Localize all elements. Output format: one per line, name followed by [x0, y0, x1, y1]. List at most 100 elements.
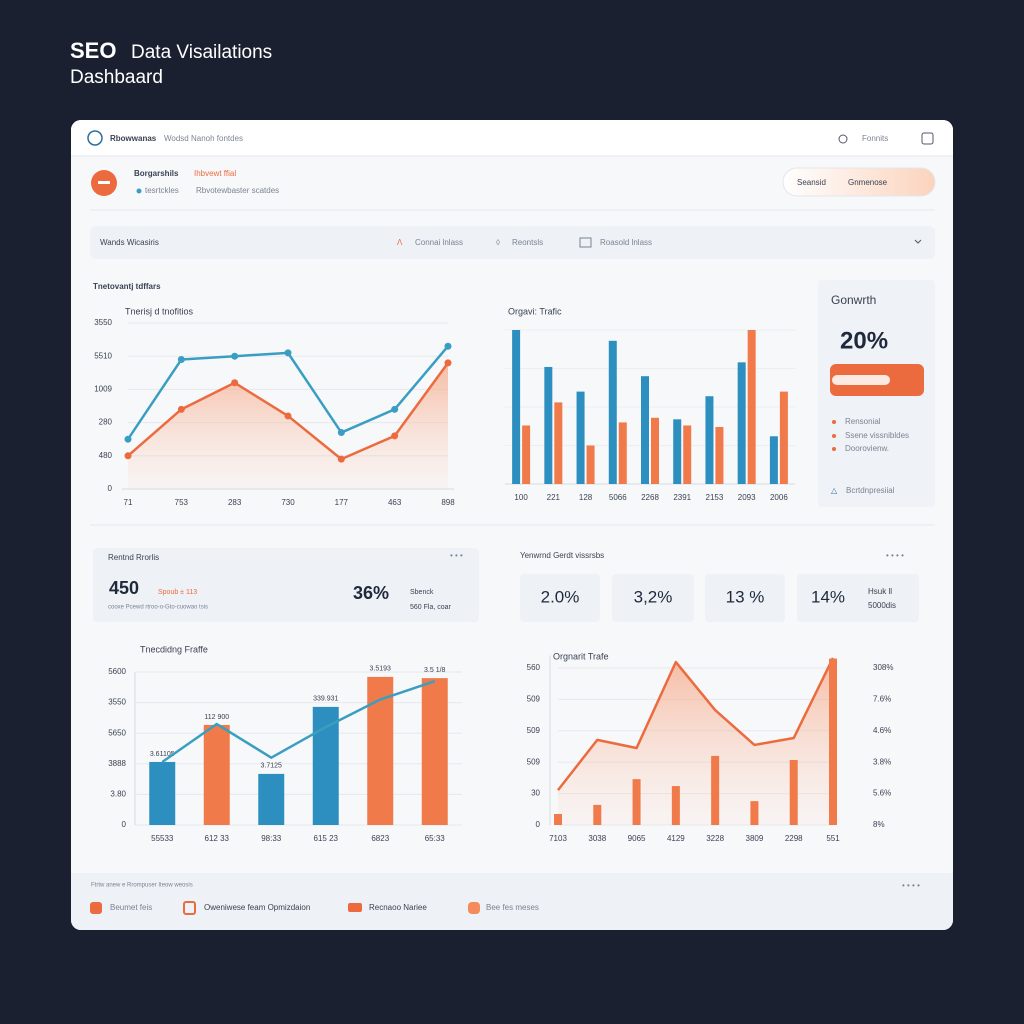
footer-item[interactable]: Oweniwese feam Opmizdaion — [204, 903, 310, 912]
bar — [258, 773, 285, 825]
growth-bar-notch — [832, 375, 890, 385]
filter-item[interactable]: Reontsls — [512, 238, 543, 247]
toggle[interactable] — [782, 167, 936, 197]
menu-icon[interactable] — [87, 130, 103, 146]
bar — [554, 814, 562, 825]
profile-meta: tesrtckles — [145, 186, 179, 195]
bar — [203, 724, 230, 825]
section-title: Tnetovantj tdffars — [93, 282, 161, 291]
toggle-option[interactable]: Seansid — [797, 178, 826, 187]
bar — [671, 786, 680, 825]
x-tick-label: 463 — [388, 498, 402, 507]
rank-value: 450 — [109, 578, 139, 598]
more-dots[interactable]: • • • — [450, 551, 463, 560]
x-tick-label: 128 — [579, 493, 593, 502]
bar — [789, 760, 798, 825]
y-tick-label: 509 — [527, 726, 541, 735]
chevron[interactable] — [914, 239, 922, 244]
x-tick-label: 898 — [441, 498, 455, 507]
y-tick-label: 5.6% — [873, 789, 891, 798]
legend-dot — [832, 420, 836, 424]
tagline: Wodsd Nanoh fontdes — [164, 134, 243, 143]
filter-bar — [90, 226, 935, 259]
y-tick-label: 3.8% — [873, 757, 891, 766]
y-tick-label: 30 — [531, 789, 540, 798]
x-tick-label: 7103 — [549, 834, 567, 843]
filter-icon: ◊ — [496, 238, 500, 247]
footer-bar — [71, 873, 953, 930]
y-tick-label: 5650 — [108, 728, 126, 737]
footer-icon — [183, 901, 196, 915]
x-tick-label: 177 — [335, 498, 349, 507]
footer-icon — [348, 903, 362, 912]
growth-footer-icon: △ — [831, 486, 838, 495]
point — [391, 432, 399, 440]
brand: Rbowwanas — [110, 134, 157, 143]
x-tick-label: 3809 — [746, 834, 764, 843]
profile-name: Borgarshils — [134, 169, 179, 178]
bar — [149, 761, 176, 825]
page-title-strong: SEO — [70, 38, 116, 63]
x-tick-label: 612 33 — [205, 834, 230, 843]
chart-title: Orgavi: Trafic — [508, 306, 562, 316]
filter-item[interactable]: Roasold lnlass — [600, 238, 652, 247]
x-tick-label: 55533 — [151, 834, 174, 843]
x-tick-label: 100 — [514, 493, 528, 502]
bar — [608, 340, 617, 484]
chart-title: Tnerisj d tnofitios — [125, 306, 194, 316]
y-tick-label: 1009 — [94, 385, 112, 394]
x-tick-label: 3228 — [706, 834, 724, 843]
x-tick-label: 4129 — [667, 834, 685, 843]
footer-icon — [468, 902, 480, 914]
more-dots[interactable]: • • • • — [886, 551, 904, 560]
rank-share: 36% — [353, 583, 389, 603]
search-icon[interactable] — [838, 134, 848, 144]
x-tick-label: 753 — [175, 498, 189, 507]
y-tick-label: 5510 — [94, 351, 112, 360]
bar — [632, 779, 641, 825]
footer-item[interactable]: Bee fes meses — [486, 903, 539, 912]
y-tick-label: 5600 — [108, 667, 126, 676]
growth-item: Doorovienw. — [845, 444, 889, 453]
rank-share-label: Sbenck — [410, 589, 434, 596]
x-tick-label: 9065 — [628, 834, 646, 843]
x-tick-label: 71 — [124, 498, 133, 507]
point — [444, 342, 452, 350]
top-action[interactable]: Fonnits — [862, 134, 888, 143]
bar — [711, 755, 720, 825]
bar — [829, 658, 837, 825]
rank-share-note: 560 Fla, coar — [410, 604, 452, 611]
bar — [554, 402, 563, 484]
filter-item[interactable]: Connai lnlass — [415, 238, 463, 247]
y-tick-label: 509 — [527, 757, 541, 766]
area — [128, 362, 448, 489]
keyword-value: 2.0% — [541, 587, 580, 606]
keyword-tile — [520, 574, 600, 622]
chart-title: Tnecdidng Fraffe — [140, 644, 208, 654]
point — [177, 405, 185, 413]
bar-annotation: 3.61105 — [150, 751, 175, 758]
y-tick-label: 3550 — [108, 698, 126, 707]
bar — [618, 422, 627, 484]
bar — [769, 436, 778, 484]
line — [161, 679, 436, 763]
window-icon[interactable] — [921, 132, 934, 145]
bar — [641, 376, 649, 484]
y-tick-label: 280 — [99, 418, 113, 427]
legend-dot — [832, 434, 836, 438]
footer-item[interactable]: Recnaoo Nariee — [369, 903, 427, 912]
footer-item[interactable]: Beumet feis — [110, 903, 152, 912]
point — [444, 359, 452, 367]
y-tick-label: 560 — [527, 663, 541, 672]
y-tick-label: 480 — [99, 451, 113, 460]
x-tick-label: 98:33 — [261, 834, 282, 843]
x-tick-label: 283 — [228, 498, 242, 507]
status-dot — [136, 188, 142, 194]
more-dots[interactable]: • • • • — [902, 881, 920, 890]
bar-annotation: 3.5 1/8 — [424, 667, 446, 674]
rank-title: Rentnd Rrorlis — [108, 553, 159, 562]
bar — [750, 801, 759, 825]
avatar-glyph — [98, 181, 110, 184]
toggle-option[interactable]: Gnmenose — [848, 178, 888, 187]
